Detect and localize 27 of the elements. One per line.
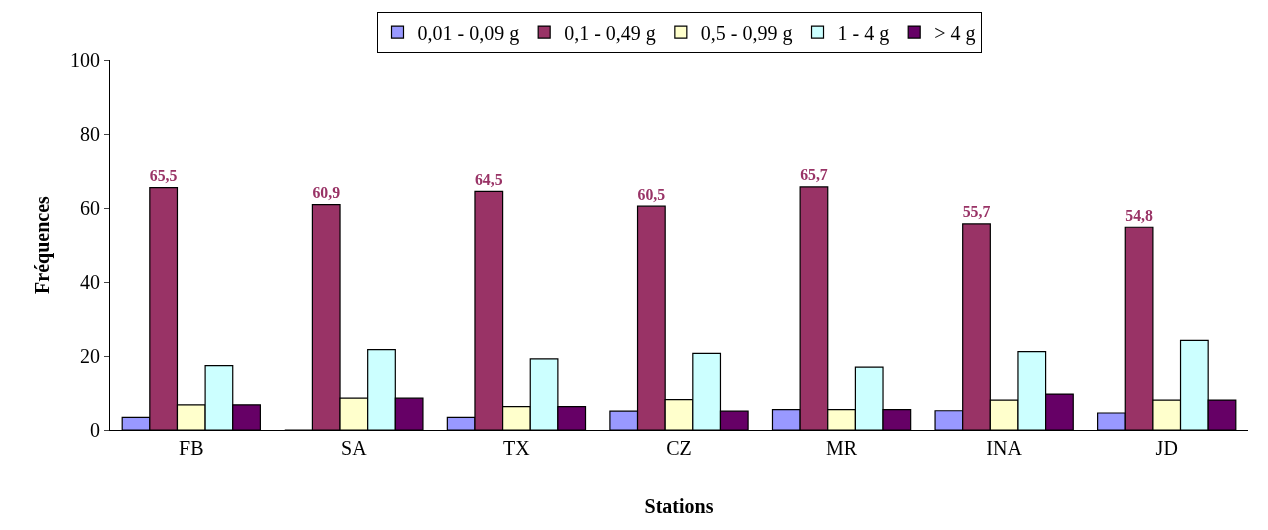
legend-label: 1 - 4 g bbox=[837, 21, 890, 45]
data-label: 65,7 bbox=[800, 166, 828, 184]
y-tick-label: 20 bbox=[80, 345, 100, 367]
x-tick-label: CZ bbox=[666, 437, 692, 459]
x-tick-label: INA bbox=[986, 437, 1023, 459]
data-label: 60,5 bbox=[637, 185, 666, 203]
y-tick-label: 60 bbox=[80, 197, 100, 219]
x-tick-label: FB bbox=[179, 437, 204, 459]
legend-label: 0,5 - 0,99 g bbox=[700, 21, 793, 45]
data-label: 55,7 bbox=[962, 203, 991, 221]
x-tick-label: JD bbox=[1155, 437, 1178, 459]
x-tick-label: MR bbox=[826, 437, 858, 459]
y-tick-label: 0 bbox=[90, 419, 100, 441]
y-axis-title: Fréquences bbox=[30, 195, 54, 294]
y-tick-label: 80 bbox=[80, 123, 100, 145]
x-tick-label: TX bbox=[503, 437, 531, 459]
y-tick-label: 40 bbox=[80, 271, 100, 293]
data-label: 60,9 bbox=[312, 184, 341, 202]
legend-label: 0,1 - 0,49 g bbox=[564, 21, 656, 45]
x-axis-title: Stations bbox=[644, 494, 714, 517]
legend-label: > 4 g bbox=[934, 21, 976, 45]
data-label: 54,8 bbox=[1125, 206, 1153, 224]
legend-label: 0,01 - 0,09 g bbox=[417, 21, 520, 45]
data-label: 65,5 bbox=[149, 167, 178, 185]
data-label: 64,5 bbox=[474, 170, 503, 188]
x-tick-label: SA bbox=[341, 437, 368, 459]
y-tick-label: 100 bbox=[70, 49, 100, 71]
